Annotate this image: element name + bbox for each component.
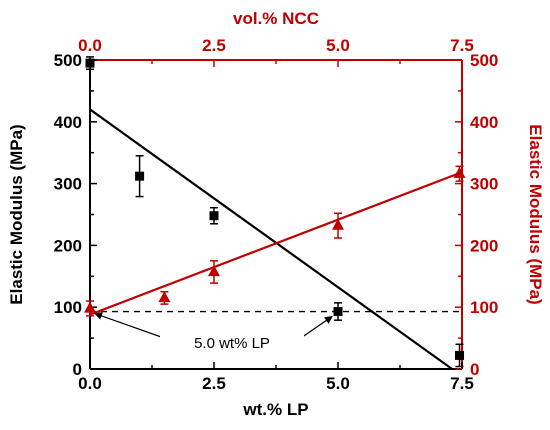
annotation-label: 5.0 wt% LP <box>194 335 270 352</box>
x-axis-top-title: vol.% NCC <box>233 9 319 28</box>
y-left-tick-label: 0 <box>73 360 82 379</box>
data-point-square <box>455 350 465 360</box>
data-point-square <box>333 307 343 317</box>
data-point-square <box>135 171 145 181</box>
data-point-triangle <box>332 218 344 230</box>
y-axis-right-title: Elastic Modulus (MPa) <box>526 124 545 304</box>
y-left-tick-label: 400 <box>54 113 82 132</box>
data-point-triangle <box>158 291 171 303</box>
red-fit-line <box>89 172 460 316</box>
data-point-triangle <box>84 301 96 313</box>
y-right-tick-label: 100 <box>470 298 498 317</box>
y-right-tick-label: 0 <box>470 360 479 379</box>
x-top-tick-label: 7.5 <box>450 36 474 55</box>
axis-labels-layer: 0.0 2.5 5.0 7.50.0 2.5 5.0 7.50100200300400500… <box>54 36 499 393</box>
x-top-tick-label: 2.5 <box>202 36 226 55</box>
plot-frame-layer <box>89 59 463 370</box>
x-bottom-tick-label: 5.0 <box>326 374 350 393</box>
annotation-arrow-left <box>94 312 165 339</box>
data-point-triangle <box>208 265 220 277</box>
x-bottom-tick-label: 2.5 <box>202 374 226 393</box>
data-point-triangle <box>453 166 466 178</box>
annotation-background <box>160 332 304 354</box>
y-left-tick-label: 300 <box>54 175 82 194</box>
y-right-tick-label: 300 <box>470 175 498 194</box>
black-fit-line <box>89 108 453 370</box>
data-point-square <box>85 58 95 68</box>
annotation-layer: 5.0 wt% LP <box>94 312 333 354</box>
x-top-tick-label: 0.0 <box>78 36 102 55</box>
y-left-tick-label: 100 <box>54 298 82 317</box>
data-point-square <box>209 211 219 221</box>
y-left-tick-label: 200 <box>54 236 82 255</box>
data-marks-layer <box>84 56 466 368</box>
x-bottom-tick-label: 7.5 <box>450 374 474 393</box>
y-axis-left-title: Elastic Modulus (MPa) <box>7 124 26 304</box>
y-right-tick-label: 400 <box>470 113 498 132</box>
y-left-tick-label: 500 <box>54 51 82 70</box>
x-bottom-tick-label: 0.0 <box>78 374 102 393</box>
y-right-tick-label: 200 <box>470 236 498 255</box>
x-top-tick-label: 5.0 <box>326 36 350 55</box>
x-axis-bottom-title: wt.% LP <box>242 400 308 419</box>
fit-lines-layer <box>89 108 462 370</box>
y-right-tick-label: 500 <box>470 51 498 70</box>
